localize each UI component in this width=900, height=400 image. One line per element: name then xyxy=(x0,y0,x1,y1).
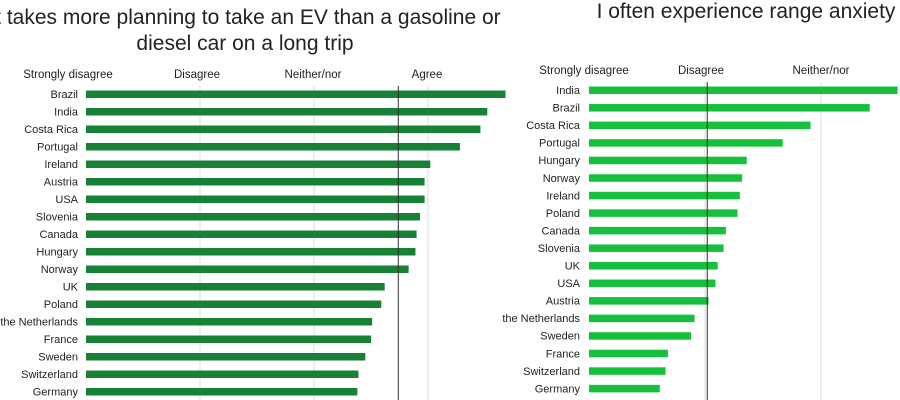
category-label: Sweden xyxy=(38,352,78,364)
category-label: the Netherlands xyxy=(0,317,78,329)
category-label: Poland xyxy=(44,299,78,311)
category-label: India xyxy=(556,85,581,97)
category-label: Portugal xyxy=(37,142,78,154)
bar xyxy=(86,160,431,168)
bar xyxy=(86,335,371,343)
bar xyxy=(589,86,898,94)
category-label: Canada xyxy=(541,225,580,237)
category-label: Canada xyxy=(39,229,78,241)
tick-label: Disagree xyxy=(174,69,220,81)
tick-label: Strongly disagree xyxy=(23,69,113,81)
tick-label: Neither/nor xyxy=(285,69,342,81)
category-label: Ireland xyxy=(44,159,78,171)
bar xyxy=(589,367,666,375)
bar xyxy=(86,248,416,256)
bar xyxy=(589,244,724,252)
chart-title: It takes more planning to take an EV tha… xyxy=(0,6,501,29)
category-label: Costa Rica xyxy=(526,120,581,132)
category-label: India xyxy=(54,107,79,119)
tick-label: Strongly disagree xyxy=(539,65,629,77)
bar xyxy=(86,178,425,186)
category-label: France xyxy=(44,334,78,346)
bar xyxy=(86,300,382,308)
bar xyxy=(589,139,783,147)
category-label: Brazil xyxy=(552,103,580,115)
chart-2: I often experience range anxiety Strongly… xyxy=(502,0,898,400)
bar xyxy=(86,370,359,378)
category-label: Costa Rica xyxy=(24,124,79,136)
category-label: Switzerland xyxy=(523,366,580,378)
category-label: the Netherlands xyxy=(502,313,580,325)
category-label: France xyxy=(546,348,580,360)
bar xyxy=(86,213,421,221)
bar xyxy=(86,353,366,361)
bar xyxy=(86,265,409,273)
category-label: USA xyxy=(557,278,580,290)
bar xyxy=(589,314,695,323)
bar xyxy=(589,279,716,288)
category-label: Sweden xyxy=(540,331,580,343)
chart-title: I often experience range anxiety xyxy=(597,0,896,23)
category-label: Austria xyxy=(44,177,79,189)
bar xyxy=(589,156,747,165)
category-label: Norway xyxy=(41,264,79,276)
bar xyxy=(86,125,481,133)
bar xyxy=(589,349,668,358)
category-label: Switzerland xyxy=(21,369,78,381)
category-label: USA xyxy=(55,194,78,206)
bar xyxy=(86,143,460,151)
bar xyxy=(589,226,726,235)
category-label: Hungary xyxy=(36,247,78,259)
tick-label: Neither/nor xyxy=(793,65,850,77)
bar xyxy=(589,209,738,217)
category-label: Austria xyxy=(546,296,581,308)
category-label: Portugal xyxy=(539,138,580,150)
tick-label: Disagree xyxy=(678,65,724,77)
chart-title: diesel car on a long trip xyxy=(136,32,353,55)
category-label: UK xyxy=(565,261,581,273)
tick-label: Agree xyxy=(412,69,443,81)
bar xyxy=(86,108,488,116)
category-label: Poland xyxy=(546,208,580,220)
bar xyxy=(86,195,425,203)
category-label: Hungary xyxy=(538,155,580,167)
bar xyxy=(86,388,358,396)
category-label: Germany xyxy=(33,387,79,399)
bar xyxy=(589,174,743,182)
bar xyxy=(589,297,709,305)
category-label: Brazil xyxy=(50,89,78,101)
bar xyxy=(86,90,506,98)
bar xyxy=(589,121,811,130)
bar xyxy=(86,318,373,326)
category-label: Germany xyxy=(535,383,581,395)
category-label: Norway xyxy=(543,173,581,185)
chart-1: It takes more planning to take an EV tha… xyxy=(0,6,506,400)
bar xyxy=(589,384,660,393)
category-label: Slovenia xyxy=(538,243,581,255)
category-label: Slovenia xyxy=(36,212,79,224)
bar xyxy=(86,283,385,291)
bar xyxy=(589,104,870,112)
bar xyxy=(589,262,718,270)
bar xyxy=(589,332,692,340)
category-label: UK xyxy=(63,282,79,294)
bar xyxy=(589,191,740,200)
bar xyxy=(86,230,417,238)
category-label: Ireland xyxy=(546,190,580,202)
